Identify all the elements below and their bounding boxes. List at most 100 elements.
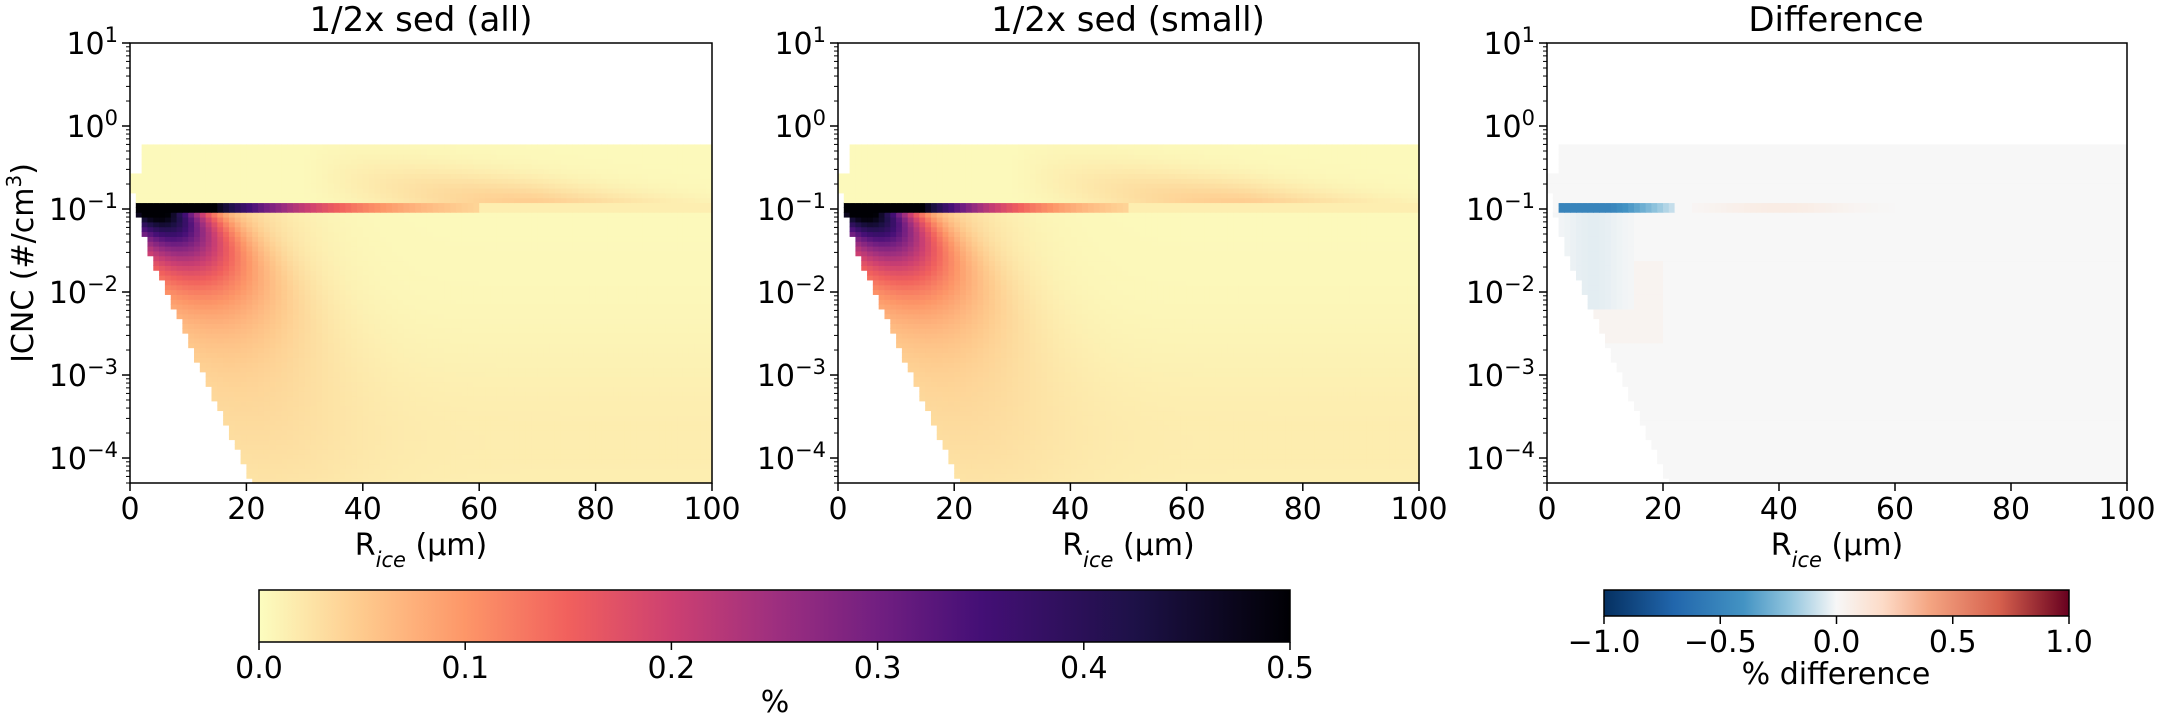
- heatmap-cell: [502, 241, 508, 246]
- heatmap-cell: [340, 236, 346, 241]
- heatmap-cell: [374, 425, 380, 430]
- heatmap-cell: [287, 372, 293, 377]
- heatmap-cell: [310, 323, 316, 328]
- heatmap-cell: [607, 386, 613, 391]
- heatmap-cell: [188, 256, 194, 261]
- heatmap-cell: [613, 459, 619, 464]
- heatmap-cell: [631, 333, 637, 338]
- heatmap-cell: [491, 401, 497, 406]
- heatmap-cell: [322, 338, 328, 343]
- heatmap-cell: [427, 381, 433, 386]
- heatmap-cell: [549, 323, 555, 328]
- heatmap-cell: [264, 386, 270, 391]
- heatmap-cell: [415, 270, 421, 275]
- heatmap-cell: [351, 396, 357, 401]
- heatmap-cell: [363, 299, 369, 304]
- heatmap-cell: [671, 227, 677, 232]
- heatmap-cell: [468, 299, 474, 304]
- heatmap-cell: [665, 314, 671, 319]
- heatmap-cell: [526, 285, 532, 290]
- heatmap-cell: [473, 473, 479, 478]
- heatmap-cell: [229, 338, 235, 343]
- heatmap-cell: [479, 246, 485, 251]
- heatmap-cell: [625, 464, 631, 469]
- heatmap-cell: [572, 435, 578, 440]
- heatmap-cell: [246, 222, 252, 227]
- heatmap-cell: [427, 348, 433, 353]
- heatmap-cell: [369, 381, 375, 386]
- heatmap-cell: [526, 468, 532, 473]
- heatmap-cell: [211, 270, 217, 275]
- heatmap-cell: [485, 217, 491, 222]
- heatmap-cell: [299, 285, 305, 290]
- heatmap-cell: [578, 464, 584, 469]
- heatmap-cell: [421, 323, 427, 328]
- heatmap-cell: [316, 449, 322, 454]
- heatmap-cell: [177, 236, 183, 241]
- heatmap-cell: [695, 294, 701, 299]
- heatmap-cell: [438, 333, 444, 338]
- heatmap-cell: [636, 396, 642, 401]
- heatmap-cell: [194, 222, 200, 227]
- heatmap-cell: [502, 410, 508, 415]
- heatmap-cell: [293, 415, 299, 420]
- heatmap-cell: [281, 270, 287, 275]
- heatmap-cell: [305, 227, 311, 232]
- heatmap-cell: [631, 261, 637, 266]
- heatmap-cell: [392, 449, 398, 454]
- heatmap-cell: [485, 415, 491, 420]
- heatmap-cell: [473, 449, 479, 454]
- heatmap-cell: [305, 468, 311, 473]
- heatmap-cell: [246, 464, 252, 469]
- heatmap-cell: [654, 444, 660, 449]
- heatmap-cell: [299, 357, 305, 362]
- heatmap-cell: [188, 290, 194, 295]
- heatmap-cell: [287, 212, 293, 217]
- heatmap-cell: [316, 372, 322, 377]
- heatmap-cell: [398, 444, 404, 449]
- heatmap-cell: [514, 352, 520, 357]
- heatmap-cell: [287, 367, 293, 372]
- heatmap-cell: [689, 309, 695, 314]
- heatmap-cell: [223, 338, 229, 343]
- heatmap-cell: [700, 343, 706, 348]
- heatmap-cell: [642, 367, 648, 372]
- heatmap-cell: [276, 309, 282, 314]
- heatmap-cell: [537, 406, 543, 411]
- heatmap-cell: [340, 265, 346, 270]
- heatmap-cell: [631, 290, 637, 295]
- heatmap-cell: [217, 265, 223, 270]
- heatmap-cell: [497, 372, 503, 377]
- heatmap-cell: [660, 261, 666, 266]
- heatmap-cell: [508, 348, 514, 353]
- heatmap-cell: [549, 352, 555, 357]
- heatmap-cell: [299, 362, 305, 367]
- heatmap-cell: [334, 222, 340, 227]
- heatmap-cell: [276, 261, 282, 266]
- heatmap-cell: [665, 362, 671, 367]
- heatmap-cell: [287, 401, 293, 406]
- heatmap-cell: [601, 299, 607, 304]
- heatmap-cell: [502, 464, 508, 469]
- heatmap-cell: [182, 251, 188, 256]
- heatmap-cell: [619, 236, 625, 241]
- heatmap-cell: [636, 357, 642, 362]
- heatmap-cell: [456, 410, 462, 415]
- heatmap-cell: [590, 265, 596, 270]
- heatmap-cell: [631, 377, 637, 382]
- heatmap-cell: [404, 352, 410, 357]
- heatmap-cell: [200, 323, 206, 328]
- heatmap-cell: [322, 217, 328, 222]
- heatmap-cell: [555, 231, 561, 236]
- heatmap-cell: [625, 386, 631, 391]
- heatmap-cell: [689, 338, 695, 343]
- heatmap-cell: [677, 459, 683, 464]
- heatmap-cell: [206, 309, 212, 314]
- heatmap-cell: [404, 280, 410, 285]
- heatmap-cell: [578, 352, 584, 357]
- heatmap-cell: [543, 415, 549, 420]
- heatmap-cell: [270, 265, 276, 270]
- heatmap-cell: [497, 217, 503, 222]
- heatmap-cell: [427, 391, 433, 396]
- heatmap-cell: [421, 444, 427, 449]
